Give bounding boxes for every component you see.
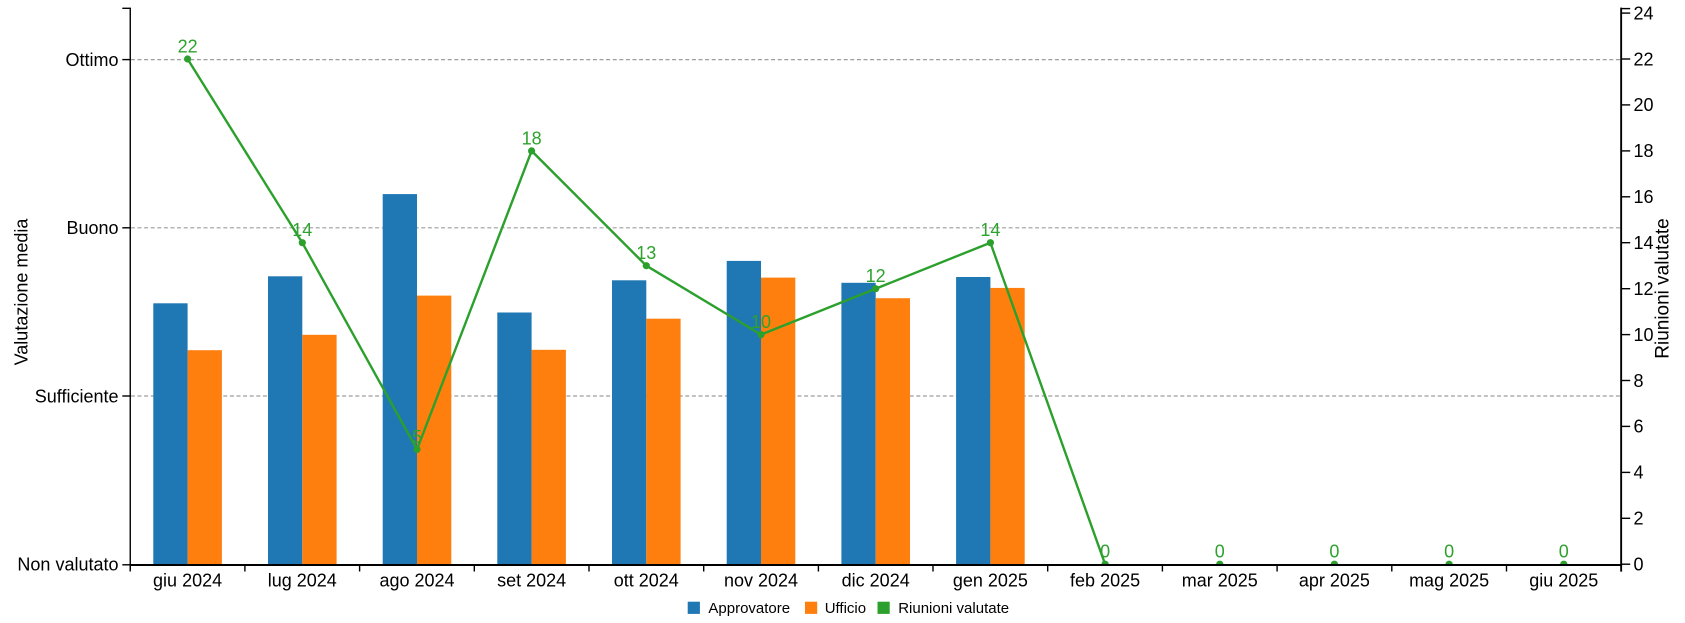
svg-text:giu 2025: giu 2025 [1529,571,1598,591]
svg-text:18: 18 [1634,141,1654,161]
svg-text:lug 2024: lug 2024 [268,571,337,591]
svg-text:12: 12 [1634,279,1654,299]
svg-text:Riunioni valutate: Riunioni valutate [898,600,1009,617]
svg-text:0: 0 [1215,542,1225,562]
svg-text:Ottimo: Ottimo [65,50,118,70]
svg-text:apr 2025: apr 2025 [1299,571,1370,591]
svg-text:giu 2024: giu 2024 [153,571,222,591]
svg-text:22: 22 [178,37,198,57]
svg-text:10: 10 [751,312,771,332]
svg-text:Valutazione media: Valutazione media [12,218,32,366]
svg-text:Approvatore: Approvatore [708,600,790,617]
svg-text:0: 0 [1559,542,1569,562]
svg-text:20: 20 [1634,95,1654,115]
svg-text:24: 24 [1634,3,1654,23]
svg-text:12: 12 [866,266,886,286]
svg-text:dic 2024: dic 2024 [842,571,910,591]
svg-text:14: 14 [292,220,312,240]
svg-text:0: 0 [1100,542,1110,562]
svg-text:16: 16 [1634,187,1654,207]
svg-text:2: 2 [1634,509,1644,529]
svg-text:feb 2025: feb 2025 [1070,571,1140,591]
svg-text:8: 8 [1634,371,1644,391]
svg-text:14: 14 [980,220,1000,240]
svg-text:Ufficio: Ufficio [825,600,866,617]
svg-text:mag 2025: mag 2025 [1409,571,1489,591]
svg-text:6: 6 [1634,417,1644,437]
svg-text:13: 13 [636,243,656,263]
svg-text:ago 2024: ago 2024 [379,571,454,591]
svg-text:10: 10 [1634,325,1654,345]
svg-text:gen 2025: gen 2025 [953,571,1028,591]
svg-text:set 2024: set 2024 [497,571,566,591]
svg-text:0: 0 [1329,542,1339,562]
svg-text:14: 14 [1634,233,1654,253]
svg-text:mar 2025: mar 2025 [1182,571,1258,591]
svg-text:18: 18 [522,128,542,148]
svg-text:Non valutato: Non valutato [17,555,118,575]
svg-text:0: 0 [1444,542,1454,562]
svg-text:4: 4 [1634,463,1644,483]
svg-text:Buono: Buono [66,218,118,238]
svg-text:Riunioni valutate: Riunioni valutate [1653,218,1674,358]
svg-text:ott 2024: ott 2024 [614,571,679,591]
svg-text:Sufficiente: Sufficiente [35,386,119,406]
svg-text:22: 22 [1634,49,1654,69]
svg-text:0: 0 [1634,555,1644,575]
svg-text:nov 2024: nov 2024 [724,571,798,591]
svg-text:5: 5 [412,427,422,447]
